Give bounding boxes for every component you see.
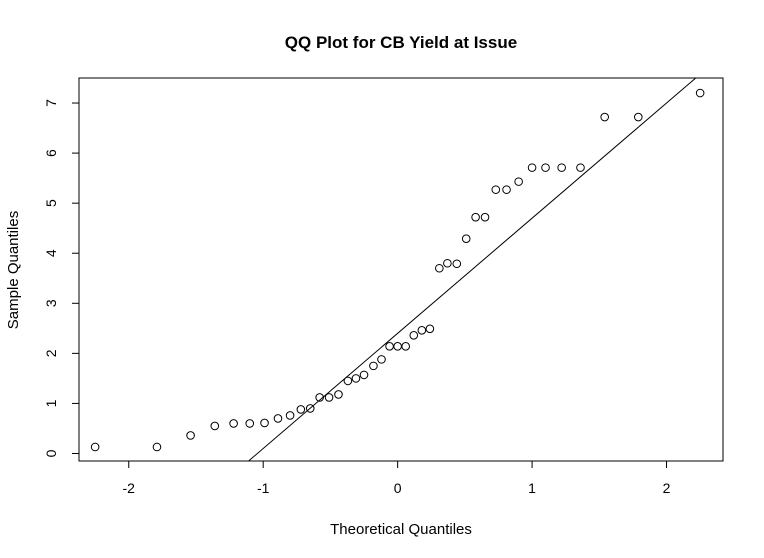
data-point [351,374,361,383]
data-point [273,414,283,423]
x-tick-label: -1 [257,480,270,496]
data-point [600,112,609,122]
data-point [343,376,353,386]
data-point [541,163,550,172]
data-point [461,234,471,244]
y-tick-label: 0 [43,449,59,457]
data-point [401,342,411,351]
data-point [90,442,100,452]
data-point [393,342,402,351]
y-tick-label: 5 [43,199,59,207]
data-point [491,185,501,194]
data-point [576,163,585,172]
qq-reference-line [248,77,697,462]
data-point [385,342,394,351]
data-point [315,393,324,402]
data-point [443,258,452,268]
data-point [152,442,162,452]
data-point [514,177,523,186]
y-axis-label: Sample Quantiles [5,211,22,329]
x-axis: -2 -1 0 1 2 [123,460,671,496]
x-tick-label: 2 [663,480,671,496]
x-axis-label: Theoretical Quantiles [330,521,472,538]
y-tick-label: 7 [43,99,59,107]
data-point [435,263,444,273]
data-points [90,88,705,452]
y-tick-label: 2 [43,349,59,357]
data-point [409,331,419,340]
reference-line-group [248,77,697,462]
data-point [425,324,435,334]
data-point [369,361,378,371]
x-tick-label: 0 [394,480,402,496]
data-point [452,259,462,269]
data-point [245,419,255,428]
data-point [186,431,195,440]
data-point [260,418,269,428]
data-point [296,405,306,414]
data-point [210,421,220,431]
x-tick-label: 1 [528,480,536,496]
data-point [527,163,537,172]
data-point [305,404,315,413]
data-point [480,212,490,222]
data-point [324,393,334,402]
data-point [359,370,369,380]
x-tick-label: -2 [123,480,136,496]
y-tick-label: 1 [43,399,59,407]
data-point [229,419,238,428]
chart-title: QQ Plot for CB Yield at Issue [285,33,517,52]
data-point [285,411,295,420]
data-point [502,185,511,194]
y-tick-label: 3 [43,299,59,307]
data-point [471,212,480,222]
y-axis: 0 1 2 3 4 5 6 7 [43,99,80,457]
plot-frame [78,77,724,462]
data-point [377,355,386,364]
data-point [695,88,705,98]
y-tick-label: 4 [43,249,59,257]
data-point [633,112,643,122]
y-tick-label: 6 [43,149,59,157]
data-point [417,326,427,335]
data-point [334,390,343,399]
data-point [557,163,566,172]
